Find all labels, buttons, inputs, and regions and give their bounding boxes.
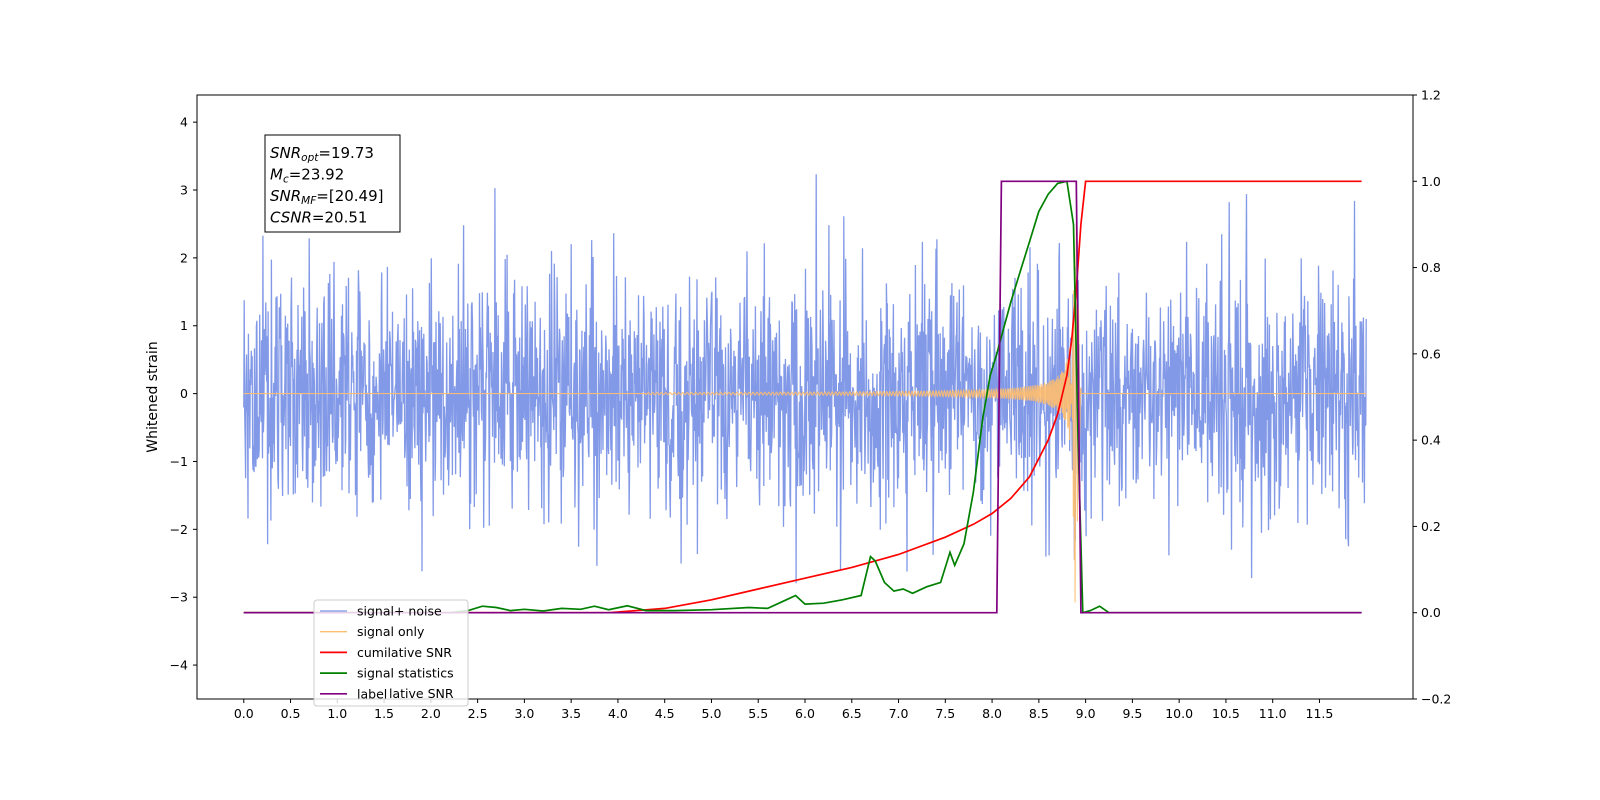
legend: signal+ noise signal only cumilative SNR si… bbox=[313, 599, 469, 707]
y2-tick-label: 0.2 bbox=[1421, 519, 1441, 534]
y-tick-label: 1 bbox=[180, 318, 188, 333]
annotation-frame bbox=[264, 134, 401, 233]
y2-tick-label: 1.0 bbox=[1421, 174, 1441, 189]
y-tick-label: −4 bbox=[170, 658, 188, 673]
legend-hidden-fragment: lative SNR bbox=[389, 686, 454, 701]
legend-label: cumilative SNR bbox=[357, 645, 452, 660]
y-tick-label: −3 bbox=[170, 590, 188, 605]
x-tick-label: 2.0 bbox=[421, 706, 441, 721]
x-tick-label: 8.5 bbox=[1029, 706, 1049, 721]
x-tick-label: 3.0 bbox=[514, 706, 534, 721]
x-tick-label: 4.5 bbox=[655, 706, 675, 721]
legend-label: label bbox=[357, 686, 387, 701]
right-y-axis: −0.2 0.0 0.2 0.4 0.6 0.8 1.0 1.2 bbox=[1413, 88, 1451, 707]
y-tick-label: 0 bbox=[180, 386, 188, 401]
y2-tick-label: 0.4 bbox=[1421, 433, 1441, 448]
x-tick-label: 4.0 bbox=[608, 706, 628, 721]
annotation-value: =23.92 bbox=[289, 166, 345, 184]
x-tick-label: 9.0 bbox=[1076, 706, 1096, 721]
annotation-symbol: SNR bbox=[270, 144, 301, 162]
left-y-axis: −4 −3 −2 −1 0 1 2 3 4 bbox=[170, 115, 197, 673]
annotation-subscript: MF bbox=[301, 195, 317, 207]
x-tick-label: 3.5 bbox=[561, 706, 581, 721]
annotation-line: SNRopt=19.73 bbox=[270, 144, 374, 164]
y-tick-label: −1 bbox=[170, 454, 188, 469]
annotation-symbol: SNR bbox=[270, 187, 301, 205]
y2-tick-label: 1.2 bbox=[1421, 88, 1441, 103]
y2-tick-label: 0.8 bbox=[1421, 260, 1441, 275]
legend-label: signal+ noise bbox=[357, 604, 442, 619]
y-tick-label: −2 bbox=[170, 522, 188, 537]
legend-frame bbox=[313, 599, 469, 707]
x-tick-label: 1.0 bbox=[327, 706, 347, 721]
x-tick-label: 7.5 bbox=[935, 706, 955, 721]
annotation-subscript: opt bbox=[301, 152, 319, 164]
x-tick-label: 1.5 bbox=[374, 706, 394, 721]
x-tick-label: 8.0 bbox=[982, 706, 1002, 721]
y2-tick-label: −0.2 bbox=[1421, 692, 1451, 707]
series-line-signal-noise bbox=[243, 174, 1367, 584]
x-tick-label: 11.5 bbox=[1306, 706, 1334, 721]
x-tick-label: 0.0 bbox=[234, 706, 254, 721]
y-axis-label: Whitened strain bbox=[145, 341, 161, 452]
series-line-label bbox=[243, 180, 1362, 614]
annotation-line: SNRMF=[20.49] bbox=[270, 187, 384, 207]
plot-area bbox=[243, 174, 1367, 614]
y-tick-label: 4 bbox=[180, 115, 188, 130]
x-tick-label: 9.5 bbox=[1122, 706, 1142, 721]
annotation-value: =19.73 bbox=[318, 144, 374, 162]
x-tick-label: 5.0 bbox=[702, 706, 722, 721]
x-axis: 0.0 0.5 1.0 1.5 2.0 2.5 3.0 3.5 4.0 4.5 5.0 5.5 6.0 6… bbox=[234, 699, 1334, 721]
series-line-signal-only bbox=[243, 223, 1367, 603]
x-tick-label: 5.5 bbox=[748, 706, 768, 721]
x-tick-label: 10.5 bbox=[1212, 706, 1240, 721]
x-tick-label: 6.5 bbox=[842, 706, 862, 721]
y2-tick-label: 0.6 bbox=[1421, 346, 1441, 361]
annotation-value: =20.51 bbox=[312, 209, 368, 227]
series-line-signal-statistics bbox=[243, 180, 1362, 614]
annotation-symbol: M bbox=[270, 166, 283, 184]
y2-tick-label: 0.0 bbox=[1421, 605, 1441, 620]
x-tick-label: 0.5 bbox=[281, 706, 301, 721]
annotation-box: SNRopt=19.73Mc=23.92SNRMF=[20.49]CSNR=20… bbox=[264, 134, 401, 233]
legend-label: signal only bbox=[357, 624, 425, 639]
x-tick-label: 6.0 bbox=[795, 706, 815, 721]
annotation-subscript: c bbox=[283, 174, 289, 186]
annotation-value: =[20.49] bbox=[316, 187, 383, 205]
x-tick-label: 11.0 bbox=[1259, 706, 1287, 721]
annotation-line: Mc=23.92 bbox=[270, 166, 344, 186]
x-tick-label: 2.5 bbox=[468, 706, 488, 721]
y-tick-label: 3 bbox=[180, 183, 188, 198]
legend-label: signal statistics bbox=[357, 666, 454, 681]
x-tick-label: 7.0 bbox=[889, 706, 909, 721]
annotation-line: CSNR=20.51 bbox=[270, 209, 367, 227]
y-tick-label: 2 bbox=[180, 250, 188, 265]
annotation-symbol: CSNR bbox=[270, 209, 312, 227]
x-tick-label: 10.0 bbox=[1165, 706, 1193, 721]
